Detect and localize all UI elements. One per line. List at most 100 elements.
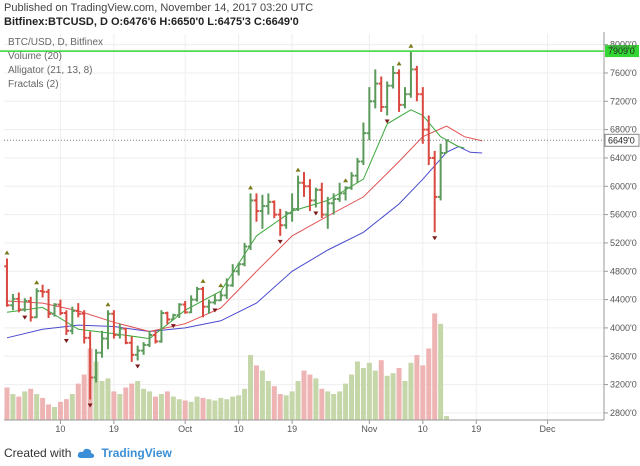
ohlc-bar	[289, 193, 295, 222]
x-tick-label: 19	[471, 424, 481, 432]
ohlc-bar	[432, 150, 438, 233]
fractal-down-marker	[135, 364, 141, 369]
fractal-down-marker	[313, 211, 319, 216]
footer: Created with TradingView	[4, 446, 172, 460]
ohlc-bar	[117, 323, 123, 339]
volume-bar	[259, 370, 265, 420]
price-chart[interactable]: 7909'0 6649'0 2800'0 3200'0 3600'0 4000'0 440…	[0, 32, 640, 432]
volume-bar	[176, 399, 182, 420]
volume-bar	[289, 391, 295, 420]
published-line: Published on TradingView.com, November 1…	[4, 2, 314, 14]
volume-bar	[135, 381, 141, 420]
ohlc-bar	[325, 196, 331, 229]
volume-bar	[10, 394, 16, 420]
ohlc-bar	[396, 69, 402, 112]
ohlc-bar	[39, 284, 46, 298]
ohlc-bar	[164, 311, 171, 325]
volume-bar	[28, 388, 34, 420]
volume-bar	[414, 355, 420, 420]
footer-brand[interactable]: TradingView	[101, 446, 172, 460]
x-tick-label: Nov	[361, 424, 378, 432]
volume-bar	[277, 394, 283, 420]
ohlc-bar	[372, 69, 378, 109]
ohlc-bar	[283, 211, 289, 229]
ohlc-bar	[123, 327, 129, 345]
ohlc-bar	[206, 299, 212, 314]
last-price-tag	[604, 133, 640, 147]
price-axis[interactable]: 2800'0 3200'0 3600'0 4000'0 4400'0 4800'0 5200…	[603, 32, 637, 420]
legend-fractals: Fractals (2)	[8, 79, 59, 90]
volume-bar	[218, 397, 224, 420]
y-tick-label: 7200'0	[610, 96, 637, 106]
legend: BTC/USD, D, Bitfinex Volume (20) Alligat…	[8, 37, 103, 90]
volume-bar	[325, 391, 331, 420]
ohlc-bar	[336, 182, 343, 202]
overlay-lines: 7909'0 6649'0	[0, 45, 640, 147]
ohlc-bar	[28, 296, 34, 322]
volume-bar	[307, 374, 313, 420]
volume-bar	[319, 388, 325, 420]
volume-bar	[444, 416, 450, 420]
volume-bar	[366, 362, 372, 420]
volume-bar	[63, 399, 69, 420]
volume-bar	[372, 370, 378, 420]
fractal-up-marker	[218, 283, 224, 288]
ohlc-bar	[271, 200, 277, 219]
volume-bar	[295, 381, 301, 420]
y-tick-label: 3200'0	[610, 380, 637, 390]
volume-bar	[158, 394, 164, 420]
y-tick-label: 5600'0	[610, 210, 637, 220]
y-tick-label: 6800'0	[610, 125, 637, 135]
volume-bar	[408, 362, 414, 420]
volume-bar	[253, 365, 259, 420]
volume-bar	[99, 381, 105, 420]
volume-bar	[147, 391, 153, 420]
y-tick-label: 3600'0	[610, 351, 637, 361]
last-price-label: 6649'0	[608, 135, 635, 145]
ohlc-bar	[81, 310, 87, 344]
ohlc-bar	[235, 262, 242, 276]
volume-bar	[283, 395, 289, 420]
volume-bar	[40, 397, 46, 420]
ohlc-bar	[176, 303, 182, 319]
y-tick-label: 6000'0	[610, 181, 637, 191]
volume-bar	[384, 375, 390, 420]
ohlc-bar	[158, 310, 165, 343]
volume-bar	[313, 378, 319, 420]
volume-bar	[224, 399, 230, 420]
volume-bar	[230, 396, 236, 420]
ohlc-bar	[331, 193, 337, 215]
volume-bars	[4, 313, 450, 420]
fractal-up-marker	[396, 61, 402, 66]
ohlc-bar	[414, 65, 420, 102]
fractal-up-marker	[200, 278, 206, 283]
horizontal-level-label: 7909'0	[608, 46, 635, 56]
volume-bar	[236, 395, 242, 420]
ohlc-bar	[22, 298, 28, 312]
volume-bar	[354, 361, 360, 420]
ohlc-bar	[378, 76, 384, 112]
volume-bar	[337, 391, 343, 420]
fractal-up-marker	[4, 250, 10, 255]
volume-bar	[182, 400, 188, 420]
ohlc-bar	[87, 331, 93, 400]
time-axis[interactable]: 10 19 Oct 10 19 Nov 10 19 Dec	[4, 419, 604, 432]
volume-bar	[242, 388, 248, 420]
ohlc-bar	[420, 87, 426, 144]
volume-bar	[164, 391, 170, 420]
volume-bar	[396, 368, 402, 420]
ohlc-bar	[105, 310, 111, 350]
ohlc-bar	[129, 336, 135, 362]
price-bars	[4, 51, 450, 400]
volume-bar	[349, 374, 355, 420]
ohlc-bar	[182, 301, 188, 314]
ohlc-bar	[342, 186, 349, 201]
volume-bar	[432, 313, 438, 420]
x-tick-label: 19	[287, 424, 297, 432]
ohlc-bar	[265, 193, 272, 215]
fractal-down-marker	[22, 315, 28, 320]
tradingview-cloud-icon	[78, 448, 95, 458]
fractal-down-marker	[384, 119, 390, 124]
horizontal-level-tag	[605, 45, 639, 58]
volume-bar	[390, 373, 396, 420]
